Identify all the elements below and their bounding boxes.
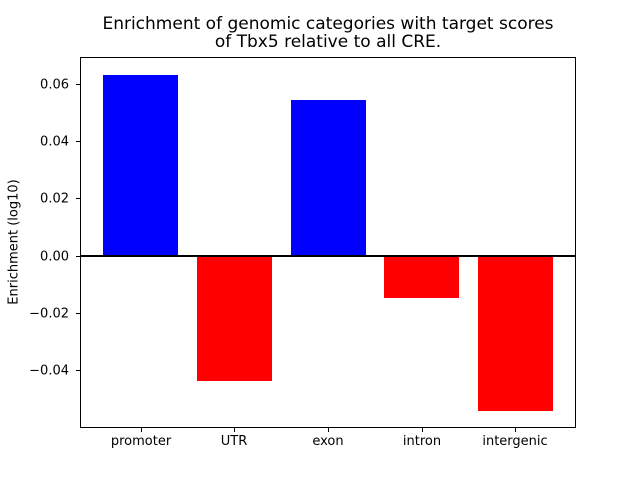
x-tick-label-exon: exon — [312, 434, 344, 449]
x-tick-label-promoter: promoter — [110, 434, 172, 449]
axes: 0.06 0.04 0.02 0.00 −0.02 −0.04 promoter UTR exo… — [29, 57, 576, 449]
x-tick-label-intron: intron — [402, 434, 442, 449]
y-tick — [76, 313, 80, 314]
bar-exon — [291, 100, 366, 256]
x-tick-label-UTR: UTR — [220, 434, 248, 449]
y-tick-label: −0.04 — [29, 363, 69, 378]
bar-promoter — [103, 75, 178, 256]
x-tick — [141, 428, 142, 432]
bar-intergenic — [478, 256, 553, 411]
chart-title: Enrichment of genomic categories with ta… — [80, 15, 576, 51]
chart-title-line-2: of Tbx5 relative to all CRE. — [214, 32, 442, 52]
y-tick-label: 0.06 — [40, 77, 69, 92]
y-tick-label: 0.02 — [40, 191, 69, 206]
x-tick — [234, 428, 235, 432]
bar-UTR — [197, 256, 272, 381]
y-tick — [76, 141, 80, 142]
y-tick — [76, 198, 80, 199]
y-tick-label: −0.02 — [29, 306, 69, 321]
x-tick-label-intergenic: intergenic — [482, 434, 548, 449]
x-tick — [515, 428, 516, 432]
x-tick — [328, 428, 329, 432]
y-tick — [76, 256, 80, 257]
y-tick-label: 0.04 — [40, 134, 69, 149]
chart-title-line-1: Enrichment of genomic categories with ta… — [102, 14, 554, 34]
zero-line — [81, 255, 575, 257]
y-tick — [76, 84, 80, 85]
bar-intron — [384, 256, 459, 298]
y-tick — [76, 370, 80, 371]
x-tick — [422, 428, 423, 432]
y-tick-label: 0.00 — [40, 249, 69, 264]
